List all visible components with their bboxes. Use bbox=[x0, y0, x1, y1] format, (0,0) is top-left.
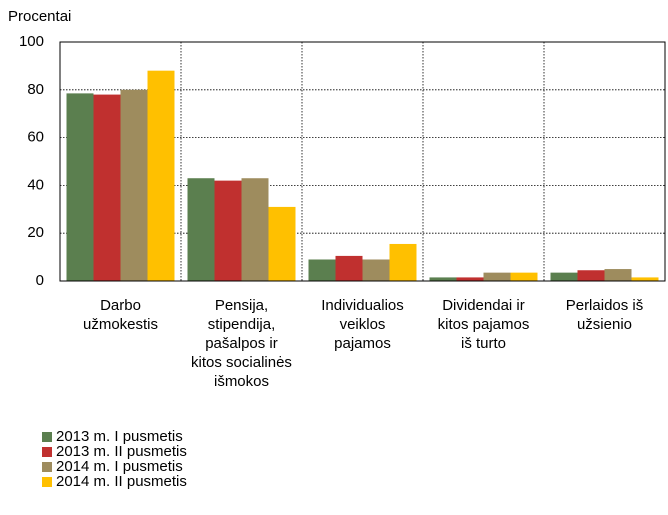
bar bbox=[214, 180, 242, 281]
y-tick-label: 100 bbox=[19, 33, 44, 50]
legend-label: 2014 m. II pusmetis bbox=[56, 473, 187, 490]
legend-label: 2013 m. II pusmetis bbox=[56, 443, 187, 460]
x-tick-label: Individualios veiklos pajamos bbox=[321, 297, 404, 352]
y-axis-label: Procentai bbox=[8, 8, 71, 25]
y-tick-label: 40 bbox=[27, 176, 44, 193]
bar bbox=[241, 178, 269, 281]
bar bbox=[187, 178, 215, 281]
bar bbox=[577, 270, 605, 281]
x-tick-label: Perlaidos iš užsienio bbox=[566, 297, 644, 333]
legend-label: 2014 m. I pusmetis bbox=[56, 458, 183, 475]
y-tick-label: 60 bbox=[27, 129, 44, 146]
legend-swatch bbox=[42, 462, 52, 472]
bar bbox=[93, 94, 121, 281]
bar bbox=[604, 269, 632, 281]
bar bbox=[550, 272, 578, 281]
y-tick-label: 20 bbox=[27, 224, 44, 241]
bar bbox=[362, 259, 390, 281]
bar bbox=[389, 243, 417, 281]
legend-swatch bbox=[42, 477, 52, 487]
bar bbox=[120, 89, 148, 281]
bar bbox=[510, 272, 538, 281]
bar bbox=[631, 277, 659, 281]
bar bbox=[335, 255, 363, 281]
legend-swatch bbox=[42, 432, 52, 442]
bar bbox=[66, 93, 94, 281]
legend-swatch bbox=[42, 447, 52, 457]
y-tick-label: 80 bbox=[27, 81, 44, 98]
bar bbox=[429, 277, 457, 281]
legend-label: 2013 m. I pusmetis bbox=[56, 428, 183, 445]
plot-frame bbox=[59, 41, 666, 282]
y-tick-label: 0 bbox=[36, 272, 44, 289]
bar bbox=[268, 206, 296, 281]
bar bbox=[308, 259, 336, 281]
bar bbox=[483, 272, 511, 281]
x-tick-label: Dividendai ir kitos pajamos iš turto bbox=[438, 297, 530, 352]
bar bbox=[147, 70, 175, 282]
x-tick-label: Pensija, stipendija, pašalpos ir kitos soci… bbox=[191, 297, 292, 390]
bar bbox=[456, 277, 484, 281]
x-tick-label: Darbo užmokestis bbox=[83, 297, 158, 333]
